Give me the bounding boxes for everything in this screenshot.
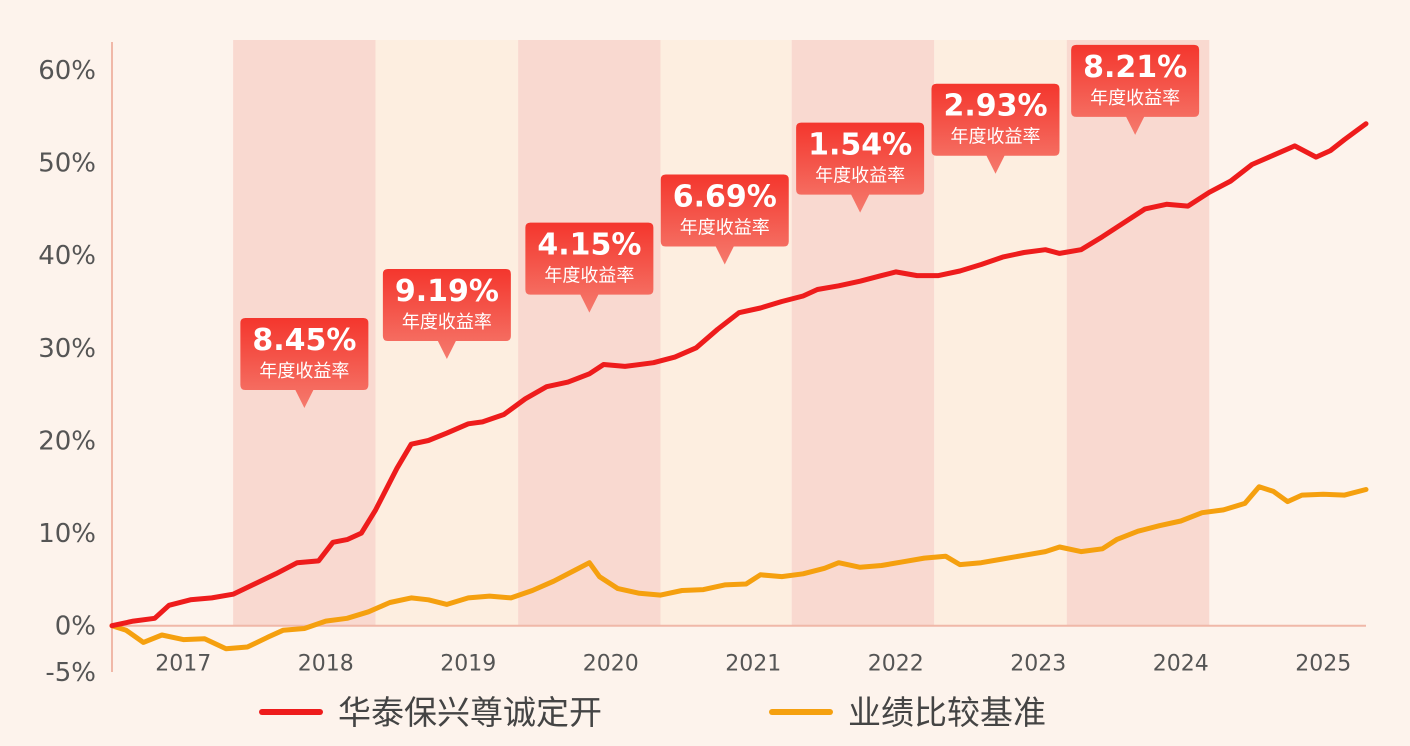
y-axis-ticks: 60% 50% 40% 30% 20% 10% 0% -5% xyxy=(38,56,96,688)
callout-box xyxy=(931,83,1060,174)
y-tick-label: 20% xyxy=(38,426,96,456)
x-tick-label: 2019 xyxy=(440,652,496,677)
annual-return-callout: 9.19% 年度收益率 xyxy=(382,268,511,359)
x-tick-label: 2023 xyxy=(1010,652,1066,677)
legend-label: 业绩比较基准 xyxy=(848,693,1046,732)
annual-return-label: 年度收益率 xyxy=(544,266,634,287)
annual-return-callout: 2.93% 年度收益率 xyxy=(931,83,1060,174)
annual-return-label: 年度收益率 xyxy=(402,312,492,333)
legend-item: 华泰保兴尊诚定开 xyxy=(259,693,602,732)
axes xyxy=(111,42,1366,672)
series-lines xyxy=(109,121,1369,652)
legend-item: 业绩比较基准 xyxy=(769,693,1046,732)
year-band xyxy=(518,40,661,626)
callout-box xyxy=(525,222,654,313)
legend: 华泰保兴尊诚定开 业绩比较基准 xyxy=(259,693,1046,732)
y-tick-label: -5% xyxy=(45,658,96,688)
x-axis-ticks: 2017 2018 2019 2020 2021 2022 2023 2024 2025 xyxy=(155,652,1351,677)
annual-return-label: 年度收益率 xyxy=(680,217,770,238)
annual-return-callout: 8.45% 年度收益率 xyxy=(240,318,369,409)
annual-return-label: 年度收益率 xyxy=(815,166,905,187)
y-tick-label: 30% xyxy=(38,334,96,364)
callout-box xyxy=(240,318,369,409)
x-tick-label: 2024 xyxy=(1153,652,1209,677)
annual-return-value: 6.69% xyxy=(673,179,777,214)
x-tick-label: 2022 xyxy=(868,652,924,677)
annual-return-callout: 6.69% 年度收益率 xyxy=(660,174,789,265)
year-band xyxy=(660,40,792,626)
annual-return-value: 1.54% xyxy=(808,128,912,163)
annual-return-callout: 4.15% 年度收益率 xyxy=(525,222,654,313)
callout-box xyxy=(660,174,789,265)
callout-box xyxy=(1071,44,1200,135)
x-tick-label: 2017 xyxy=(155,652,211,677)
series-line xyxy=(109,121,1369,629)
annual-return-value: 4.15% xyxy=(537,228,641,263)
annual-return-annotations: 8.45% 年度收益率 9.19% 年度收益率 4.15% 年度收益率 6.69% 年度收益率… xyxy=(240,44,1200,409)
legend-label: 华泰保兴尊诚定开 xyxy=(338,693,602,732)
annual-return-callout: 1.54% 年度收益率 xyxy=(796,122,925,213)
x-tick-label: 2021 xyxy=(725,652,781,677)
y-tick-label: 0% xyxy=(55,612,96,642)
series-line xyxy=(109,484,1369,652)
annual-return-label: 年度收益率 xyxy=(259,361,349,382)
annual-return-value: 8.21% xyxy=(1083,50,1187,85)
y-tick-label: 40% xyxy=(38,241,96,271)
annual-return-value: 9.19% xyxy=(395,274,499,309)
annual-return-callout: 8.21% 年度收益率 xyxy=(1071,44,1200,135)
y-tick-label: 60% xyxy=(38,56,96,86)
year-bands xyxy=(233,40,1210,626)
annual-return-value: 8.45% xyxy=(252,323,356,358)
year-band xyxy=(1066,40,1210,626)
x-tick-label: 2018 xyxy=(298,652,354,677)
annual-return-label: 年度收益率 xyxy=(1090,88,1180,109)
annual-return-value: 2.93% xyxy=(943,89,1047,124)
x-tick-label: 2025 xyxy=(1295,652,1351,677)
callout-box xyxy=(796,122,925,213)
y-tick-label: 10% xyxy=(38,519,96,549)
callout-box xyxy=(382,268,511,359)
annual-return-label: 年度收益率 xyxy=(951,127,1041,148)
x-tick-label: 2020 xyxy=(583,652,639,677)
y-tick-label: 50% xyxy=(38,149,96,179)
